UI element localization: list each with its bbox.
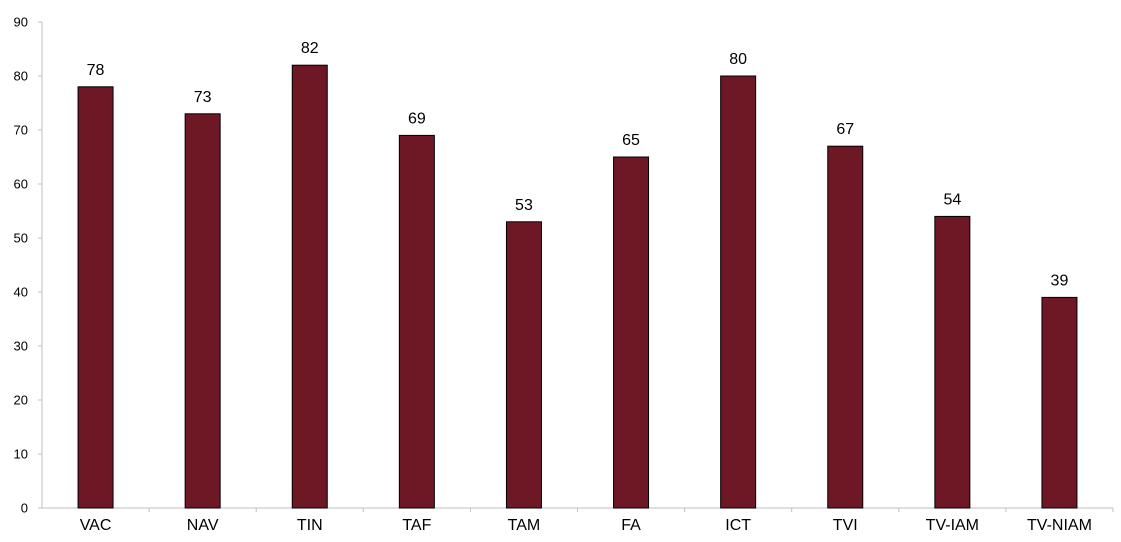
x-category-label: ICT <box>725 517 751 534</box>
data-label: 73 <box>194 89 212 106</box>
y-tick-label: 50 <box>14 231 28 246</box>
bar-fa <box>613 156 650 509</box>
y-tick-label: 0 <box>21 501 28 516</box>
bar-tam <box>505 221 542 509</box>
x-category-label: TV-IAM <box>926 517 979 534</box>
y-tick-label: 60 <box>14 177 28 192</box>
y-tick-label: 40 <box>14 285 28 300</box>
x-category-label: NAV <box>187 517 219 534</box>
y-tick-label: 90 <box>14 15 28 30</box>
data-label: 65 <box>622 132 640 149</box>
y-tick-label: 70 <box>14 123 28 138</box>
bar-vac <box>77 86 114 509</box>
x-category-label: VAC <box>80 517 112 534</box>
data-label: 67 <box>836 121 854 138</box>
bar-tv-niam <box>1041 296 1078 509</box>
data-labels: 78 73 82 69 53 65 80 67 54 39 <box>87 40 1069 289</box>
bar-tin <box>291 64 328 509</box>
x-axis: VAC NAV TIN TAF TAM FA ICT TVI TV-IAM TV-NIAM <box>42 507 1114 534</box>
bar-tvi <box>827 145 864 509</box>
data-label: 69 <box>408 110 426 127</box>
data-label: 82 <box>301 40 319 57</box>
data-label: 54 <box>943 191 961 208</box>
data-label: 78 <box>87 62 105 79</box>
x-category-label: TIN <box>297 517 323 534</box>
x-category-label: TAM <box>508 517 541 534</box>
y-axis: 0 10 20 30 40 50 60 70 80 90 <box>14 15 43 516</box>
bar-tv-iam <box>934 215 971 509</box>
x-category-label: TV-NIAM <box>1027 517 1092 534</box>
bar-ict <box>720 75 757 509</box>
x-category-label: TVI <box>833 517 858 534</box>
bar-nav <box>184 113 221 509</box>
x-category-label: FA <box>621 517 641 534</box>
bar-taf <box>398 134 435 509</box>
y-tick-label: 20 <box>14 393 28 408</box>
y-tick-label: 80 <box>14 69 28 84</box>
y-tick-label: 10 <box>14 447 28 462</box>
data-label: 39 <box>1051 272 1069 289</box>
x-category-label: TAF <box>402 517 431 534</box>
bars <box>77 64 1078 509</box>
data-label: 80 <box>729 51 747 68</box>
y-tick-label: 30 <box>14 339 28 354</box>
data-label: 53 <box>515 197 533 214</box>
